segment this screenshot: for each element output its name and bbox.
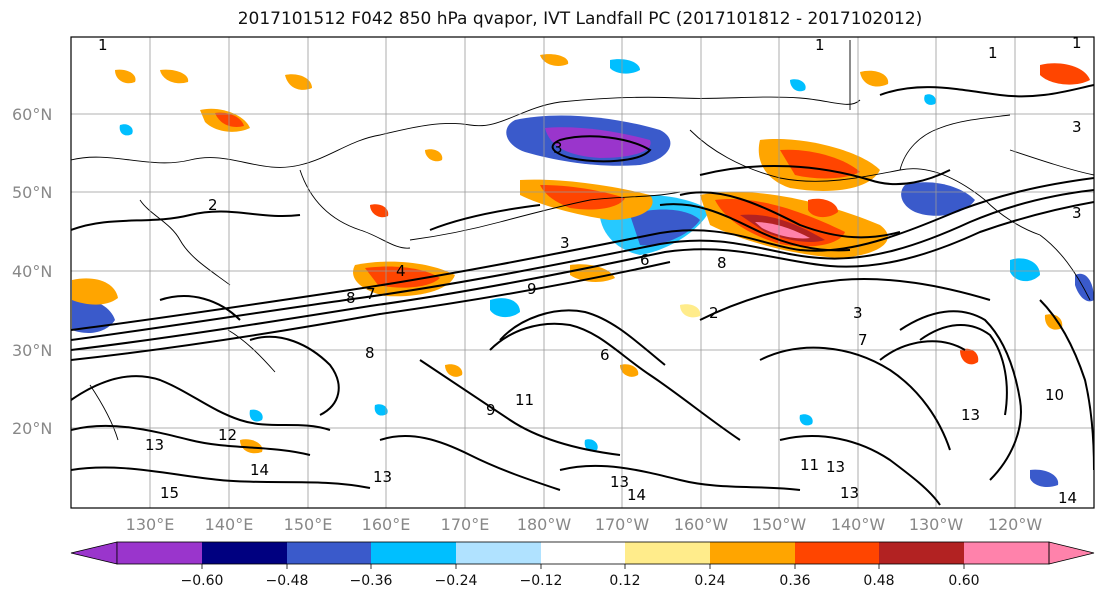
- longitude-labels: 130°E 140°E 150°E 160°E 170°E 180°W 170°…: [126, 515, 1043, 534]
- colorbar-bin: [371, 542, 456, 564]
- colorbar-bin: [964, 542, 1049, 564]
- colorbar-bin: [541, 542, 625, 564]
- colorbar-bin: [879, 542, 964, 564]
- graticule: [71, 37, 1094, 508]
- lon-label: 120°W: [988, 515, 1043, 534]
- ivt-contours: [71, 84, 1094, 506]
- colorbar-tick-label: −0.60: [181, 573, 224, 589]
- colorbar-outline: [116, 541, 1050, 565]
- contour-label: 9: [527, 280, 537, 298]
- contour-label: 13: [610, 473, 629, 491]
- contour-label: 2: [709, 304, 719, 322]
- contour-label: 4: [396, 262, 406, 280]
- contour-label: 14: [1058, 489, 1077, 507]
- contour-label: 11: [800, 456, 819, 474]
- lon-label: 170°W: [595, 515, 650, 534]
- colorbar-bin: [710, 542, 795, 564]
- colorbar-low-extend: [70, 541, 118, 565]
- contour-label: 15: [160, 484, 179, 502]
- contour-label: 13: [373, 468, 392, 486]
- contour-label: 6: [640, 251, 650, 269]
- contour-label: 13: [961, 406, 980, 424]
- contour-label: 3: [553, 139, 563, 157]
- contour-label: 2: [208, 196, 218, 214]
- colorbar-bin: [456, 542, 541, 564]
- contour-label: 3: [1072, 204, 1082, 222]
- contour-label: 10: [1045, 386, 1064, 404]
- colorbar-tick-label: 0.24: [694, 573, 725, 589]
- contour-label: 1: [98, 36, 108, 54]
- contour-label: 3: [853, 304, 863, 322]
- lon-label: 150°E: [284, 515, 333, 534]
- colorbar-tick-label: −0.48: [266, 573, 309, 589]
- lon-label: 130°E: [126, 515, 175, 534]
- contour-label: 7: [366, 285, 376, 303]
- contour-label: 3: [1072, 118, 1082, 136]
- colorbar-tick-label: −0.12: [520, 573, 563, 589]
- colorbar-tick-label: 0.36: [779, 573, 810, 589]
- contour-label: 14: [250, 461, 269, 479]
- latitude-labels: 60°N 50°N 40°N 30°N 20°N: [12, 105, 52, 438]
- lon-label: 130°W: [909, 515, 964, 534]
- colorbar-high-extend: [1048, 541, 1095, 565]
- contour-label: 6: [600, 346, 610, 364]
- contour-label: 1: [1072, 34, 1082, 52]
- colorbar-tick-label: −0.24: [435, 573, 478, 589]
- lon-label: 160°E: [362, 515, 411, 534]
- colorbar-tick-label: 0.60: [948, 573, 979, 589]
- contour-labels: 1 1 1 1 3 3 2 3 3 4 8 7 9 8 6 2 3 9 11 1…: [98, 34, 1082, 507]
- contour-label: 8: [346, 289, 356, 307]
- contour-label: 12: [218, 426, 237, 444]
- lon-label: 170°E: [441, 515, 490, 534]
- colorbar-bin: [287, 542, 371, 564]
- colorbar-bin: [795, 542, 879, 564]
- lat-label: 30°N: [12, 341, 52, 360]
- colorbar-bin: [202, 542, 287, 564]
- contour-label: 9: [486, 401, 496, 419]
- colorbar-tick-label: −0.36: [350, 573, 393, 589]
- lon-label: 140°W: [831, 515, 886, 534]
- contour-label: 11: [515, 391, 534, 409]
- contour-label: 8: [717, 254, 727, 272]
- contour-label: 14: [627, 486, 646, 504]
- chart-title: 2017101512 F042 850 hPa qvapor, IVT Land…: [237, 9, 923, 29]
- colorbar-bin: [625, 542, 710, 564]
- contour-label: 1: [815, 36, 825, 54]
- lat-label: 60°N: [12, 105, 52, 124]
- coastlines: [71, 40, 1094, 441]
- contour-label: 13: [840, 484, 859, 502]
- contour-label: 3: [560, 234, 570, 252]
- lat-label: 50°N: [12, 183, 52, 202]
- contour-label: 13: [145, 436, 164, 454]
- colorbar-tick-label: 0.12: [609, 573, 640, 589]
- contour-label: 8: [365, 344, 375, 362]
- map-frame: [70, 36, 1095, 509]
- contour-label: 7: [858, 331, 868, 349]
- lat-label: 40°N: [12, 262, 52, 281]
- lat-label: 20°N: [12, 419, 52, 438]
- contour-label: 13: [826, 458, 845, 476]
- lon-label: 140°E: [205, 515, 254, 534]
- colorbar: −0.60 −0.48 −0.36 −0.24 −0.12 0.12 0.24 …: [70, 541, 1095, 589]
- lon-label: 160°W: [674, 515, 729, 534]
- lon-label: 150°W: [752, 515, 807, 534]
- lon-label: 180°W: [517, 515, 572, 534]
- colorbar-tick-label: 0.48: [863, 573, 894, 589]
- anomaly-shading: [72, 54, 1094, 488]
- colorbar-bin: [117, 542, 202, 564]
- contour-label: 1: [988, 44, 998, 62]
